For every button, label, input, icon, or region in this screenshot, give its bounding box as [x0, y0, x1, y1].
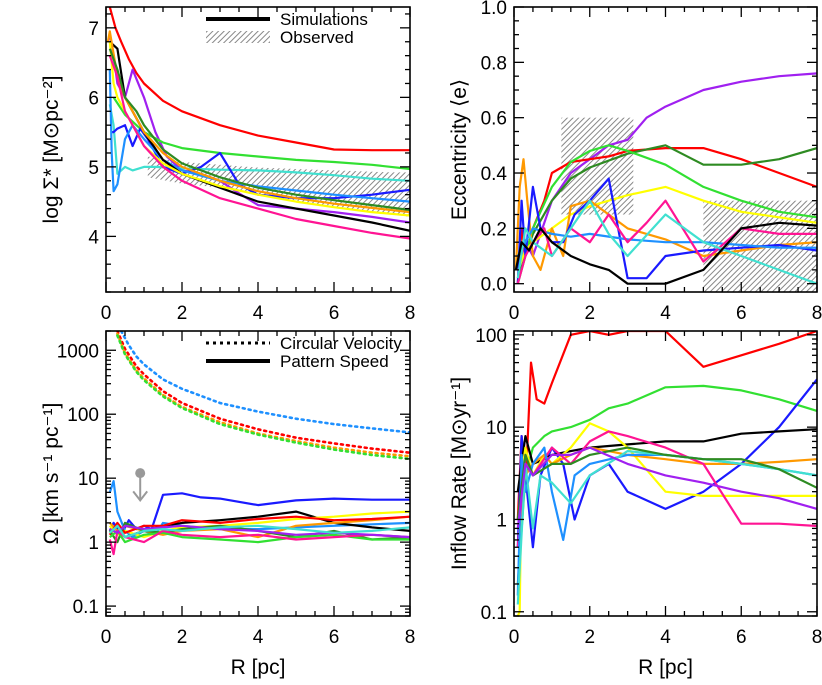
eccentricity-xtick-label: 0 — [509, 303, 520, 324]
angular-frequency-series-dodgerblue — [108, 480, 410, 539]
eccentricity-observed-box-0 — [561, 117, 634, 215]
angular-frequency-series-magenta — [108, 529, 410, 556]
surface-density-ytick-label: 6 — [88, 88, 99, 109]
eccentricity-ytick-label: 0.8 — [481, 53, 507, 74]
surface-density-plot-area — [106, 7, 410, 240]
inflow-rate-series-green — [516, 384, 817, 585]
angular-frequency-ylabel: Ω [km s⁻¹ pc⁻¹] — [40, 403, 63, 545]
eccentricity-ytick-label: 0.4 — [481, 164, 508, 185]
inflow-rate-xtick-label: 2 — [584, 627, 595, 648]
inflow-rate-series-cyan — [516, 450, 817, 605]
surface-density-panel: 0 2 4 6 8 4 5 6 7 log Σ* [M⊙pc⁻²] SimulationsObser… — [40, 6, 416, 324]
angular-frequency-ytick-label: 1 — [88, 533, 99, 554]
eccentricity-xtick-label: 6 — [736, 303, 747, 324]
eccentricity-xtick-label: 8 — [812, 303, 822, 324]
eccentricity-ylabel: Eccentricity ⟨e⟩ — [448, 79, 471, 220]
angular-frequency-circular-velocity-green — [116, 334, 410, 461]
angular-frequency-xtick-label: 8 — [405, 627, 416, 648]
eccentricity-xtick-label: 2 — [584, 303, 595, 324]
eccentricity-ytick-label: 0.0 — [481, 275, 507, 296]
angular-frequency-frame — [105, 330, 411, 617]
angular-frequency-series-blue — [108, 492, 410, 536]
inflow-rate-ytick-label: 100 — [475, 326, 507, 347]
eccentricity-ytick-label: 1.0 — [481, 0, 507, 19]
surface-density-xtick-label: 6 — [329, 303, 340, 324]
surface-density-xtick-label: 0 — [101, 303, 112, 324]
angular-frequency-circular-velocity-dodgerblue — [119, 331, 410, 434]
inflow-rate-xtick-label: 4 — [660, 627, 671, 648]
angular-frequency-ytick-label: 100 — [67, 405, 99, 426]
angular-frequency-xtick-label: 2 — [177, 627, 188, 648]
angular-frequency-ytick-label: 10 — [78, 469, 99, 490]
inflow-rate-plot-area — [516, 331, 817, 616]
angular-frequency-series-green — [109, 529, 410, 544]
inflow-rate-series-blue — [516, 378, 817, 549]
angular-frequency-legend-label-1: Pattern Speed — [280, 352, 389, 371]
angular-frequency-ytick-label: 0.1 — [73, 597, 99, 618]
angular-frequency-xtick-label: 6 — [329, 627, 340, 648]
angular-frequency-legend-label-0: Circular Velocity — [280, 334, 402, 353]
angular-frequency-xlabel: R [pc] — [231, 656, 286, 679]
surface-density-legend-swatch-1 — [206, 31, 270, 43]
angular-frequency-ytick-label: 1000 — [57, 341, 99, 362]
angular-frequency-circular-velocity-red — [116, 331, 410, 454]
surface-density-series-red — [108, 7, 410, 152]
eccentricity-series-black — [514, 221, 817, 285]
inflow-rate-ylabel: Inflow Rate [M⊙yr⁻¹] — [448, 377, 471, 570]
surface-density-ytick-label: 5 — [88, 158, 99, 179]
angular-frequency-series-red — [108, 515, 410, 536]
surface-density-legend-label-0: Simulations — [280, 10, 368, 29]
inflow-rate-xtick-label: 8 — [812, 627, 822, 648]
eccentricity-xtick-label: 4 — [660, 303, 671, 324]
surface-density-legend-label-1: Observed — [280, 28, 354, 47]
eccentricity-ytick-label: 0.6 — [481, 109, 507, 130]
eccentricity-series-purple — [516, 72, 817, 271]
inflow-rate-ytick-label: 1 — [496, 510, 507, 531]
surface-density-series-magenta — [108, 55, 410, 240]
inflow-rate-frame — [513, 330, 818, 617]
surface-density-xtick-label: 8 — [405, 303, 416, 324]
eccentricity-panel: 0 2 4 6 8 0.0 0.2 0.4 0.6 0.8 1.0 Eccentricity ⟨e⟩ — [448, 0, 822, 324]
inflow-rate-xtick-label: 6 — [736, 627, 747, 648]
surface-density-ytick-label: 7 — [88, 19, 99, 40]
inflow-rate-series-purple — [516, 446, 817, 529]
surface-density-ylabel: log Σ* [M⊙pc⁻²] — [40, 76, 63, 224]
inflow-rate-xtick-label: 0 — [509, 627, 520, 648]
angular-frequency-series-cyan — [109, 524, 410, 539]
surface-density-ytick-label: 4 — [88, 227, 99, 248]
angular-frequency-xtick-label: 4 — [253, 627, 264, 648]
surface-density-xtick-label: 4 — [253, 303, 264, 324]
eccentricity-series-dodgerblue — [516, 227, 817, 257]
inflow-rate-ytick-label: 0.1 — [481, 603, 507, 624]
angular-frequency-panel: 0 2 4 6 8 0.1 1 10 100 1000 R [pc] Ω [km s⁻¹ pc⁻¹] C… — [40, 330, 416, 679]
surface-density-series-yellow — [108, 41, 410, 217]
angular-frequency-xtick-label: 0 — [101, 627, 112, 648]
inflow-rate-series-magenta — [516, 430, 817, 548]
inflow-rate-panel: 0 2 4 6 8 0.1 1 10 100 R [pc] Inflow Rate [M⊙yr⁻¹] — [448, 326, 822, 679]
eccentricity-ytick-label: 0.2 — [481, 219, 507, 240]
eccentricity-plot-area — [514, 72, 817, 292]
inflow-rate-xlabel: R [pc] — [638, 656, 693, 679]
inflow-rate-ytick-label: 10 — [486, 418, 507, 439]
angular-frequency-marker-arrow-head — [132, 490, 148, 502]
inflow-rate-series-dodgerblue — [516, 446, 817, 596]
inflow-rate-series-red — [516, 331, 817, 520]
inflow-rate-series-yellow — [516, 422, 817, 616]
surface-density-xtick-label: 2 — [177, 303, 188, 324]
surface-density-series-forestgreen — [108, 48, 410, 212]
angular-frequency-plot-area — [108, 331, 410, 556]
